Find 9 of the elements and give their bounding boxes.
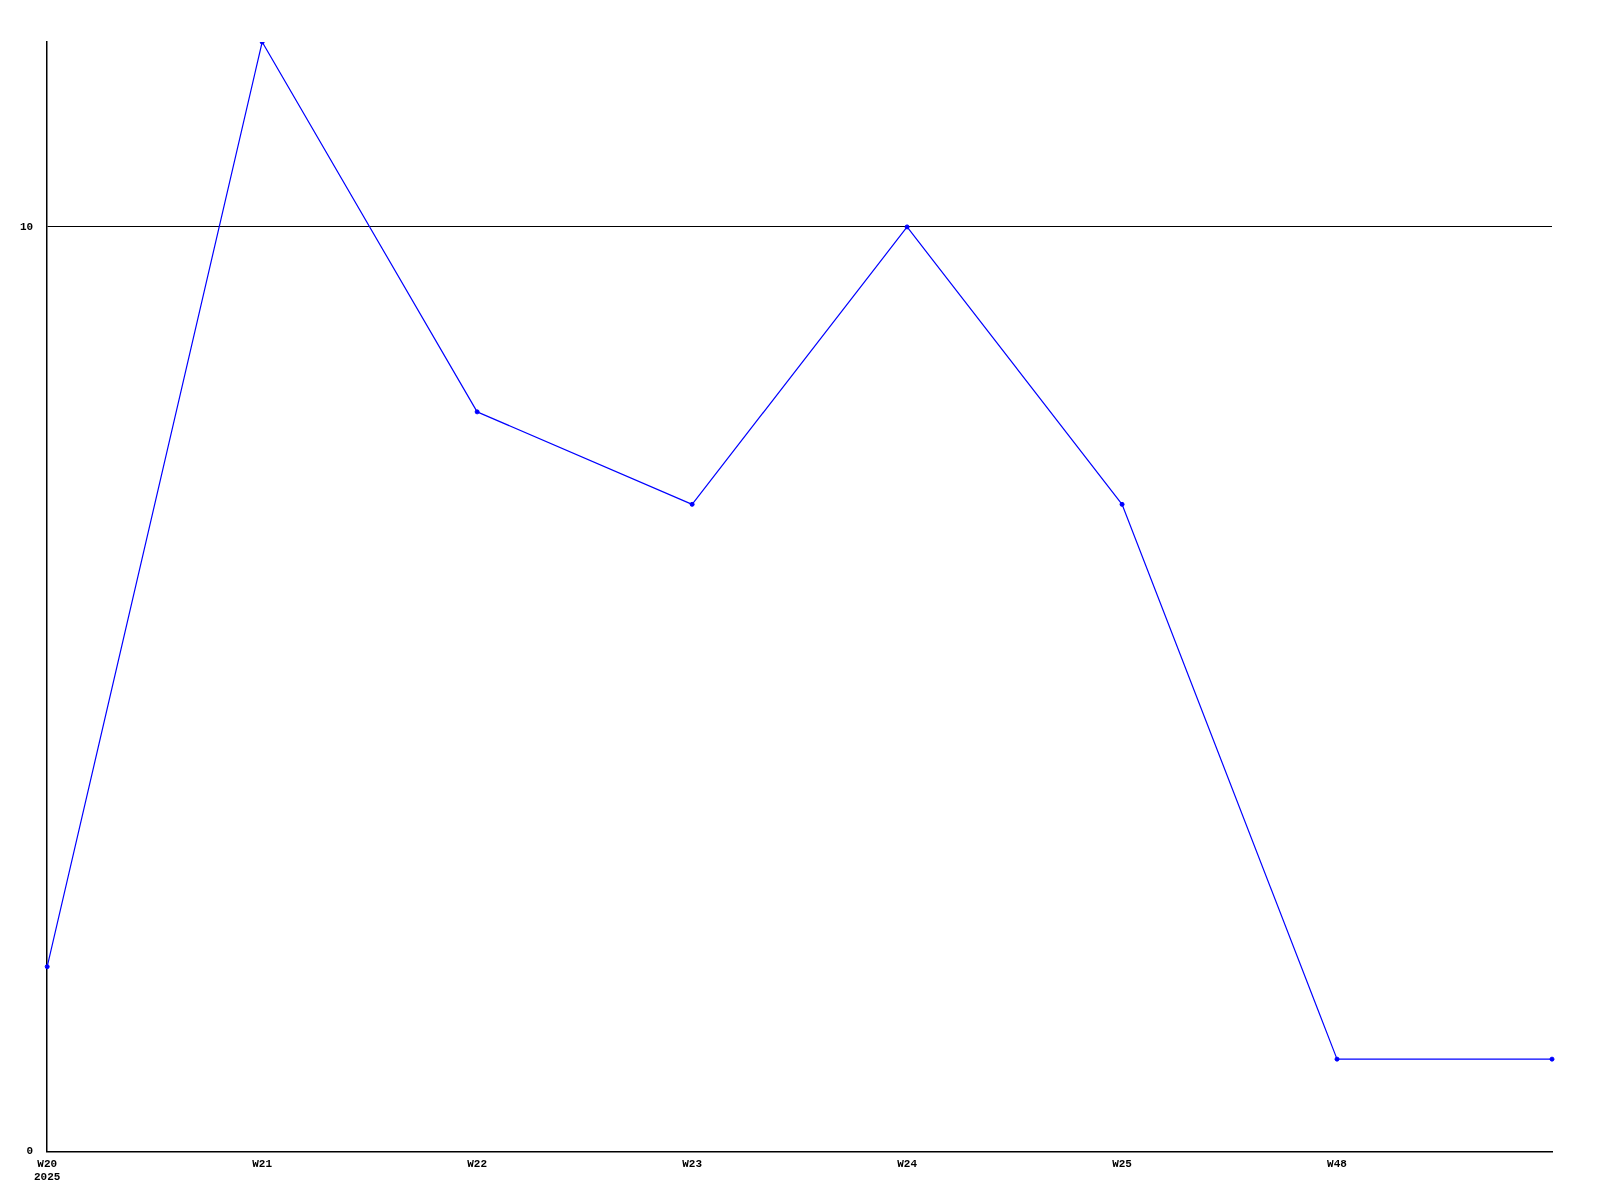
- y-tick-label: 0: [26, 1145, 34, 1158]
- x-tick-label: W22: [467, 1157, 488, 1170]
- x-tick-label: W24: [897, 1157, 918, 1170]
- x-tick-label: W20 2025: [34, 1157, 61, 1184]
- x-tick-label: W25: [1112, 1157, 1133, 1170]
- x-tick-label: W48: [1327, 1157, 1348, 1170]
- y-tick-label: 10: [20, 220, 34, 233]
- x-tick-label: W21: [252, 1157, 273, 1170]
- x-tick-label: W23: [682, 1157, 703, 1170]
